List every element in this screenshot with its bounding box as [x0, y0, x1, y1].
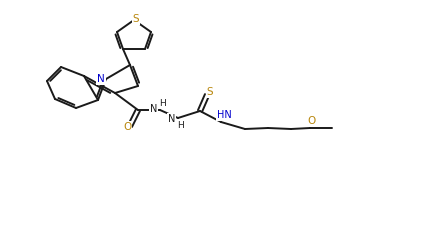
Text: HN: HN — [217, 110, 232, 120]
Text: S: S — [207, 87, 213, 97]
Text: S: S — [133, 14, 139, 24]
Text: N: N — [168, 114, 175, 124]
Text: N: N — [97, 74, 105, 84]
Text: O: O — [123, 122, 131, 132]
Text: H: H — [159, 98, 165, 107]
Text: N: N — [150, 104, 157, 114]
Text: H: H — [177, 121, 184, 129]
Text: O: O — [307, 116, 315, 126]
